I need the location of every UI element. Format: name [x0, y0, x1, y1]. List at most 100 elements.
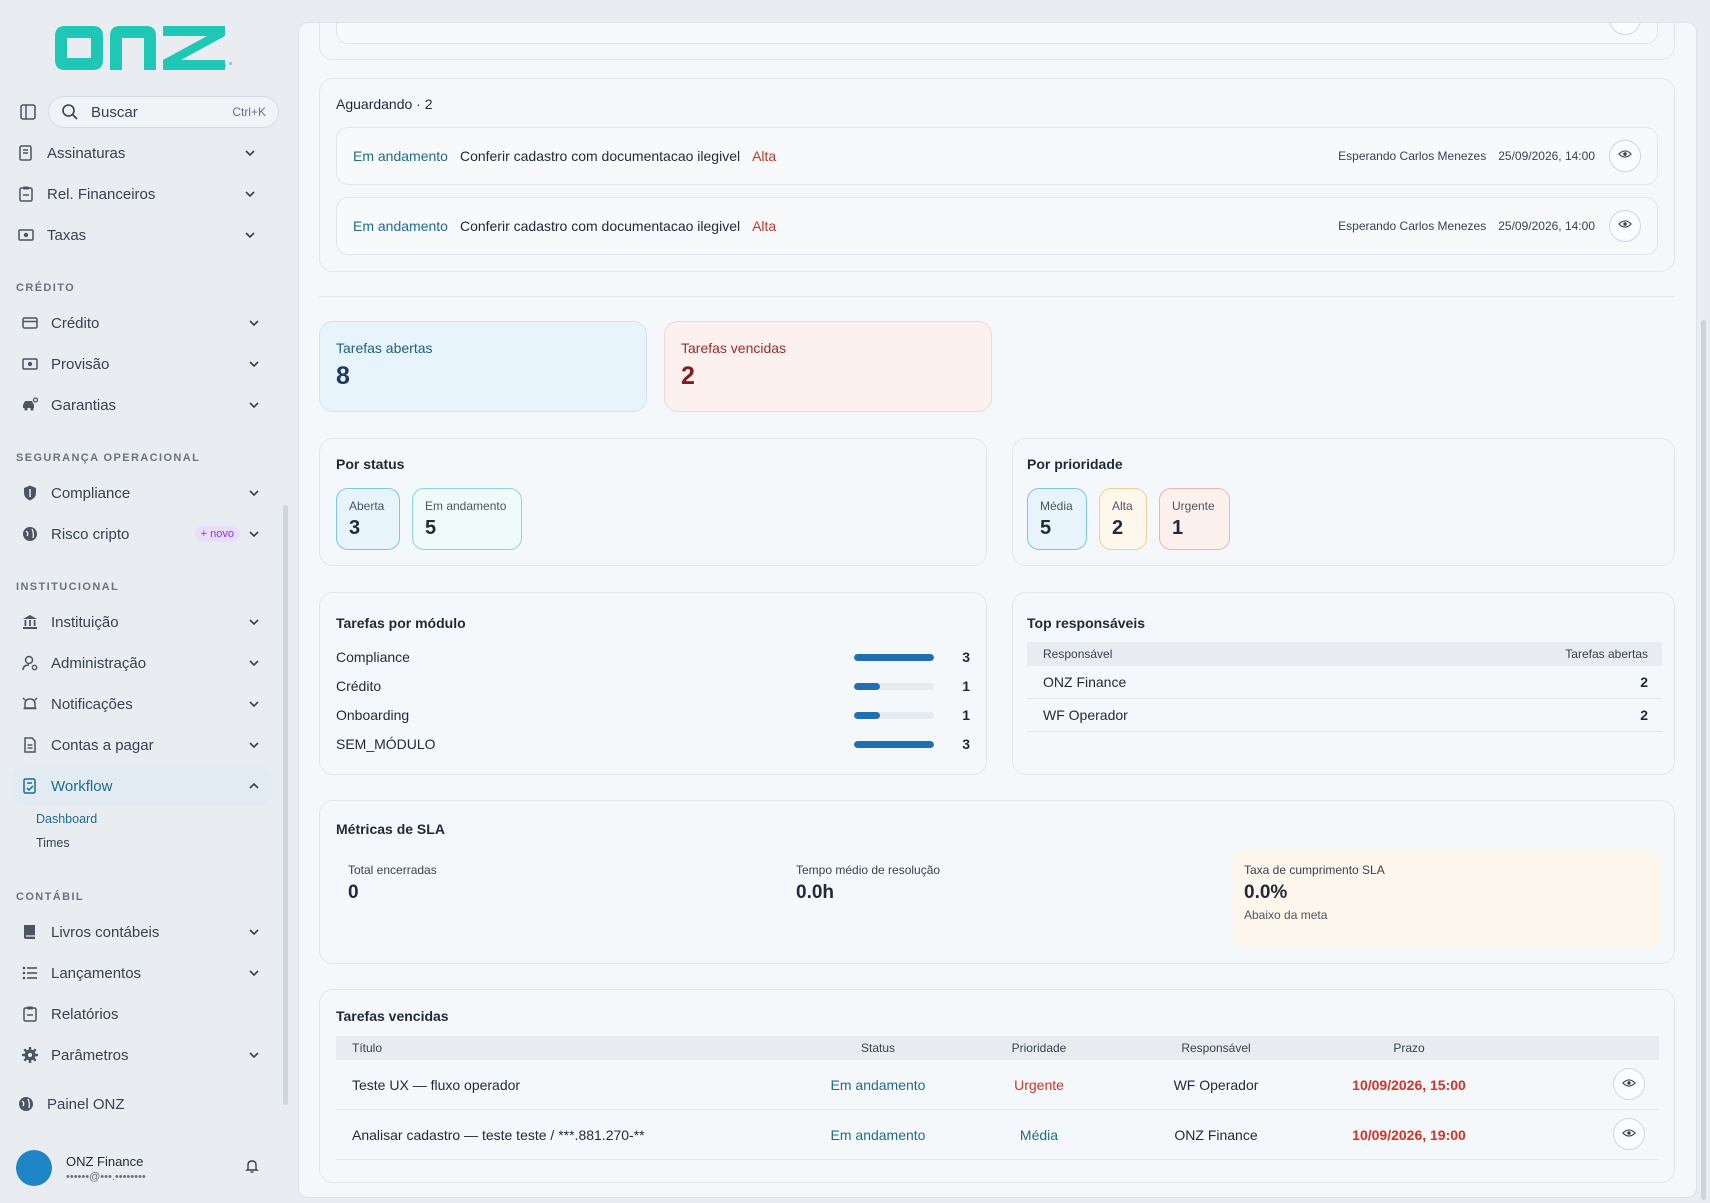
main-scrollbar[interactable]	[1701, 320, 1706, 1200]
table-row[interactable]: Analisar cadastro — teste teste / ***.88…	[336, 1110, 1659, 1160]
module-bar-track	[854, 711, 934, 719]
document-icon	[20, 735, 40, 755]
table-row: ONZ Finance 2	[1027, 666, 1662, 699]
sidebar-item-livros-contabeis[interactable]: Livros contábeis	[12, 913, 272, 951]
priority-chip-alta[interactable]: Alta 2	[1099, 488, 1147, 550]
sla-metrics-card: Métricas de SLA Total encerradas 0 Tempo…	[319, 800, 1675, 964]
sidebar-item-compliance[interactable]: Compliance	[12, 474, 272, 512]
module-label: Compliance	[336, 649, 410, 665]
module-row: Crédito 1	[336, 676, 970, 696]
sidebar-item-parametros[interactable]: Parâmetros	[12, 1036, 272, 1074]
chip-label: Urgente	[1172, 499, 1215, 513]
sidebar-item-label: Parâmetros	[51, 1046, 129, 1064]
sidebar-item-taxas[interactable]: Taxas	[8, 216, 268, 254]
sidebar-item-instituicao[interactable]: Instituição	[12, 603, 272, 641]
priority-chip-urgente[interactable]: Urgente 1	[1159, 488, 1230, 550]
stat-label: Tarefas abertas	[336, 340, 433, 356]
sidebar-item-credito[interactable]: Crédito	[12, 304, 272, 342]
task-status: Em andamento	[830, 1127, 926, 1143]
chevron-up-icon	[244, 776, 264, 796]
task-title: Conferir cadastro com documentacao ilegi…	[459, 218, 741, 234]
sidebar-item-garantias[interactable]: Garantias	[12, 386, 272, 424]
search-shortcut: Ctrl+K	[232, 105, 266, 119]
search-placeholder: Buscar	[91, 103, 138, 121]
task-priority: Média	[1019, 1127, 1059, 1143]
book-icon	[20, 922, 40, 942]
search-input[interactable]: Buscar Ctrl+K	[48, 96, 279, 128]
sidebar-item-label: Garantias	[51, 396, 117, 414]
sidebar-item-notificacoes[interactable]: Notificações	[12, 685, 272, 723]
sidebar-item-relatorios[interactable]: Relatórios	[12, 995, 272, 1033]
sidebar-item-risco-cripto[interactable]: Risco cripto + novo	[12, 515, 272, 553]
task-date: 25/09/2026, 14:00	[1498, 219, 1595, 233]
sidebar-item-label: Contas a pagar	[51, 736, 154, 754]
task-priority: Alta	[752, 218, 777, 234]
chip-value: 5	[1040, 517, 1052, 539]
chip-label: Aberta	[349, 499, 385, 513]
view-button[interactable]	[1609, 140, 1641, 172]
user-profile[interactable]: ONZ Finance ••••••@•••.••••••••	[16, 1148, 278, 1188]
workflow-icon	[20, 776, 40, 796]
avatar	[16, 1150, 52, 1186]
task-deadline: 10/09/2026, 15:00	[1352, 1077, 1466, 1093]
metric-label: Taxa de cumprimento SLA	[1244, 863, 1385, 877]
task-row[interactable]: Em andamento Conferir cadastro com docum…	[336, 197, 1658, 255]
task-title: Teste UX — fluxo operador	[352, 1077, 521, 1093]
sidebar-item-label: Taxas	[47, 226, 87, 244]
table-row[interactable]: Teste UX — fluxo operador Em andamento U…	[336, 1060, 1659, 1110]
sidebar-item-painel-onz[interactable]: Painel ONZ	[8, 1085, 268, 1123]
waiting-group-card: Aguardando · 2 Em andamento Conferir cad…	[319, 78, 1675, 272]
view-button[interactable]	[1613, 1118, 1645, 1150]
top-responsaveis-card: Top responsáveis Responsável Tarefas abe…	[1012, 592, 1675, 775]
view-button[interactable]	[1609, 210, 1641, 242]
sidebar-item-label: Rel. Financeiros	[47, 185, 156, 203]
section-title-credito: CRÉDITO	[16, 282, 76, 294]
status-chip-em-andamento[interactable]: Em andamento 5	[412, 488, 522, 550]
responsavel-count: 2	[1640, 674, 1648, 690]
section-title-institucional: INSTITUCIONAL	[16, 581, 120, 593]
chevron-down-icon	[244, 313, 264, 333]
chip-value: 3	[349, 517, 361, 539]
status-chip-aberta[interactable]: Aberta 3	[336, 488, 400, 550]
responsavel-name: ONZ Finance	[1043, 674, 1127, 690]
sidebar-item-label: Notificações	[51, 695, 133, 713]
sidebar-item-provisao[interactable]: Provisão	[12, 345, 272, 383]
sidebar-item-assinaturas[interactable]: Assinaturas	[8, 134, 268, 172]
eye-icon	[1618, 147, 1632, 166]
main-content: Aguardando · 2 Em andamento Conferir cad…	[298, 22, 1697, 1198]
module-row: Onboarding 1	[336, 705, 970, 725]
sidebar-subitem-dashboard[interactable]: Dashboard	[36, 812, 98, 826]
module-bar-fill	[854, 653, 934, 661]
bell-icon[interactable]	[244, 1158, 262, 1176]
sidebar-item-label: Livros contábeis	[51, 923, 160, 941]
chevron-down-icon	[244, 354, 264, 374]
metric-note: Abaixo da meta	[1244, 908, 1328, 922]
sidebar-toggle-icon[interactable]	[18, 102, 38, 122]
sla-avg-resolution: Tempo médio de resolução 0.0h	[796, 863, 940, 904]
priority-chip-media[interactable]: Média 5	[1027, 488, 1087, 550]
sidebar-item-lancamentos[interactable]: Lançamentos	[12, 954, 272, 992]
task-row[interactable]: Em andamento Conferir cadastro com docum…	[336, 127, 1658, 185]
onz-logo[interactable]	[55, 22, 235, 79]
column-header: Status	[860, 1041, 896, 1055]
alarm-icon	[20, 694, 40, 714]
metric-value: 0.0h	[796, 882, 835, 903]
sidebar-item-label: Relatórios	[51, 1005, 119, 1023]
column-header: Prioridade	[1011, 1041, 1067, 1055]
sidebar-item-administracao[interactable]: Administração	[12, 644, 272, 682]
chevron-down-icon	[244, 735, 264, 755]
previous-group-card	[319, 23, 1675, 60]
sidebar-item-label: Provisão	[51, 355, 110, 373]
sidebar-item-label: Painel ONZ	[47, 1095, 125, 1113]
stat-value: 8	[336, 362, 350, 390]
sidebar-item-rel-financeiros[interactable]: Rel. Financeiros	[8, 175, 268, 213]
sidebar-scrollbar[interactable]	[283, 505, 288, 1105]
task-priority: Alta	[752, 148, 777, 164]
view-button[interactable]	[1613, 1068, 1645, 1100]
card-title: Por status	[336, 456, 405, 472]
sidebar-item-contas-a-pagar[interactable]: Contas a pagar	[12, 726, 272, 764]
sidebar-subitem-times[interactable]: Times	[36, 836, 70, 850]
task-deadline: 10/09/2026, 19:00	[1352, 1127, 1466, 1143]
sidebar-item-workflow[interactable]: Workflow	[12, 767, 272, 805]
view-button[interactable]	[1609, 23, 1641, 35]
